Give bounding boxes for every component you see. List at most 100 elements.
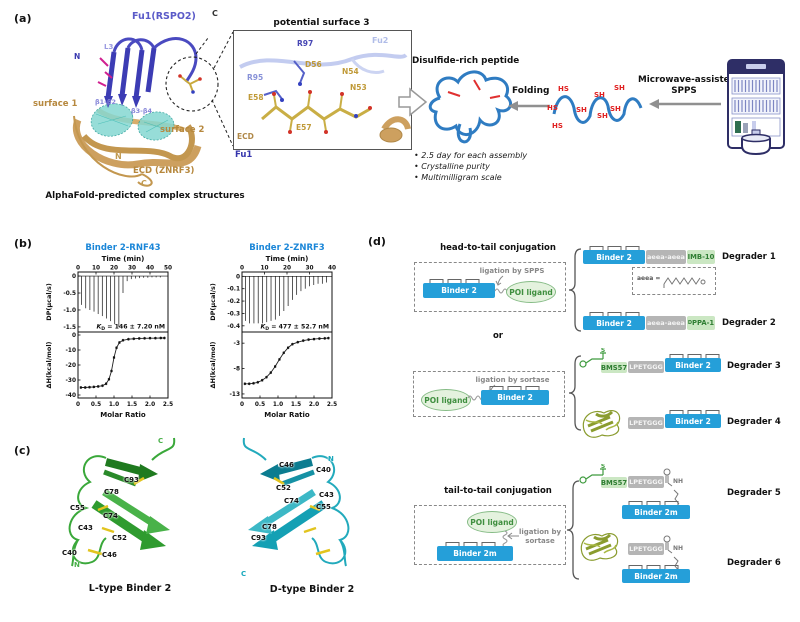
itc-chart-binder2-znrf3: Binder 2-ZNRF3 Time (min) 0 10 20 30 40 0 -0.1 -0… <box>202 240 362 422</box>
dtype-cys-label: C78 <box>262 523 277 531</box>
bullet-list: • 2.5 day for each assembly • Crystallin… <box>414 150 527 183</box>
binder2-bar: Binder 2 <box>583 316 645 330</box>
svg-text:50: 50 <box>164 266 172 272</box>
ltype-cys-label: C40 <box>62 549 77 557</box>
aeea-chip-label: aeea-aeea <box>647 253 685 261</box>
svg-text:-3: -3 <box>234 341 240 347</box>
svg-text:KD = 477 ± 52.7 nM: KD = 477 ± 52.7 nM <box>260 324 329 332</box>
l3-loop-label: L3 <box>104 43 114 51</box>
r95-label: R95 <box>247 73 264 82</box>
svg-text:0: 0 <box>72 333 76 339</box>
ltype-cys-label: C78 <box>104 488 119 496</box>
svg-text:Binder 2-ZNRF3: Binder 2-ZNRF3 <box>249 243 325 253</box>
annotation-arrow-left-icon <box>507 532 519 540</box>
svg-text:0: 0 <box>240 402 244 408</box>
dppa1-label: PPA-1 <box>692 319 715 327</box>
poi-ligand-ellipse: POI ligand <box>421 389 471 411</box>
lpetggg-label: LPETGGG <box>629 363 663 371</box>
poi-ligand-label: POI ligand <box>509 287 553 297</box>
ltype-cys-label: C52 <box>112 534 127 542</box>
folding-label: Folding <box>512 86 550 96</box>
folding-arrow-icon <box>508 101 550 111</box>
svg-text:10: 10 <box>260 266 268 272</box>
imb10-label: IMB-10 <box>687 253 715 261</box>
nh-label: NH <box>673 545 684 552</box>
svg-text:-0.3: -0.3 <box>227 311 240 317</box>
ligation-by-spps-note: ligation by SPPS <box>479 267 545 275</box>
thiol-label: SH <box>614 84 625 92</box>
disulfide-brackets-icon <box>669 407 721 415</box>
dtype-cys-label: C46 <box>279 461 294 469</box>
binder2-bar-label: Binder 2 <box>675 360 711 370</box>
svg-text:-20: -20 <box>66 363 76 369</box>
inset-title: potential surface 3 <box>273 18 370 28</box>
svg-text:2.0: 2.0 <box>145 402 155 408</box>
ltype-cys-label: C46 <box>102 551 117 559</box>
panel-a-label: (a) <box>14 12 32 25</box>
binder2m-bar-label: Binder 2m <box>634 507 678 517</box>
protein-ligand-cartoon-icon <box>578 404 626 440</box>
svg-text:-0.2: -0.2 <box>227 299 240 305</box>
disulfide-brackets-icon <box>628 562 680 570</box>
tail-to-tail-source-box <box>414 505 566 565</box>
head-to-tail-source-box <box>414 262 566 312</box>
binder2m-bar-label: Binder 2m <box>453 549 497 558</box>
thiol-label: HS <box>558 85 569 93</box>
degrader3-label: Degrader 3 <box>727 361 781 371</box>
ltype-c-terminus-label: C <box>158 437 164 445</box>
degrader6-label: Degrader 6 <box>727 558 781 568</box>
binder2-bar: Binder 2 <box>665 358 721 372</box>
inset-art <box>239 52 411 143</box>
linker-squiggle-vertical-icon <box>500 530 510 548</box>
peptide-synthesizer-icon <box>727 59 785 156</box>
binder2-bar-label: Binder 2 <box>596 318 632 328</box>
panel-d-label: (d) <box>368 235 386 248</box>
lpetggg-label: LPETGGG <box>629 545 663 553</box>
binder2m-bar: Binder 2m <box>622 505 690 519</box>
n54-label: N54 <box>342 67 359 76</box>
svg-text:0.5: 0.5 <box>91 402 101 408</box>
n-terminus-tan-label: N <box>115 152 122 161</box>
svg-text:30: 30 <box>128 266 136 272</box>
ltype-cys-label: C93 <box>124 476 139 484</box>
degrader2-label: Degrader 2 <box>722 318 776 328</box>
svg-text:1.5: 1.5 <box>127 402 137 408</box>
svg-text:-8: -8 <box>234 367 240 373</box>
svg-text:20: 20 <box>110 266 118 272</box>
aeea-linker-chip: aeea-aeea <box>646 316 686 330</box>
microwave-sppsline1: Microwave-assisted <box>638 75 736 85</box>
disulfide-brackets-icon <box>429 276 481 284</box>
svg-text:0: 0 <box>76 402 80 408</box>
fu2-label: Fu2 <box>372 36 389 45</box>
svg-text:KD = 146 ± 7.20 nM: KD = 146 ± 7.20 nM <box>96 324 165 332</box>
ligation-by-sortase-note: ligation by sortase <box>518 528 562 545</box>
big-open-arrow-icon <box>398 87 428 117</box>
c-terminus-top-label: C <box>212 9 218 18</box>
svg-text:DP(μcal/s): DP(μcal/s) <box>209 283 217 321</box>
svg-text:0: 0 <box>72 274 76 280</box>
svg-text:-10: -10 <box>66 348 76 354</box>
surface1-label: surface 1 <box>33 99 78 109</box>
dtype-cys-label: C52 <box>276 484 291 492</box>
thiol-label: HS <box>547 104 558 112</box>
panel-c-label: (c) <box>14 444 31 457</box>
brace-head-to-tail <box>567 248 583 332</box>
ltype-cys-label: C43 <box>78 524 93 532</box>
svg-text:S: S <box>601 464 605 470</box>
svg-text:-0.5: -0.5 <box>63 291 76 297</box>
binder2-bar-label: Binder 2 <box>441 286 477 295</box>
bms57-structure-icon: S <box>578 347 610 370</box>
unfolded-peptide-art <box>552 95 643 124</box>
svg-text:-1.0: -1.0 <box>63 308 76 314</box>
svg-text:S: S <box>601 348 605 354</box>
d56-label: D56 <box>305 60 322 69</box>
disulfide-brackets-icon <box>489 383 541 391</box>
c-terminus-tan-label: C <box>141 179 147 188</box>
folded-peptide-art <box>428 70 512 144</box>
svg-text:DP(μcal/s): DP(μcal/s) <box>45 283 53 321</box>
nh-label: NH <box>673 478 684 485</box>
brace-tail-to-tail <box>565 480 581 580</box>
disulfide-brackets-icon <box>589 243 641 251</box>
svg-text:-0.1: -0.1 <box>227 287 240 293</box>
